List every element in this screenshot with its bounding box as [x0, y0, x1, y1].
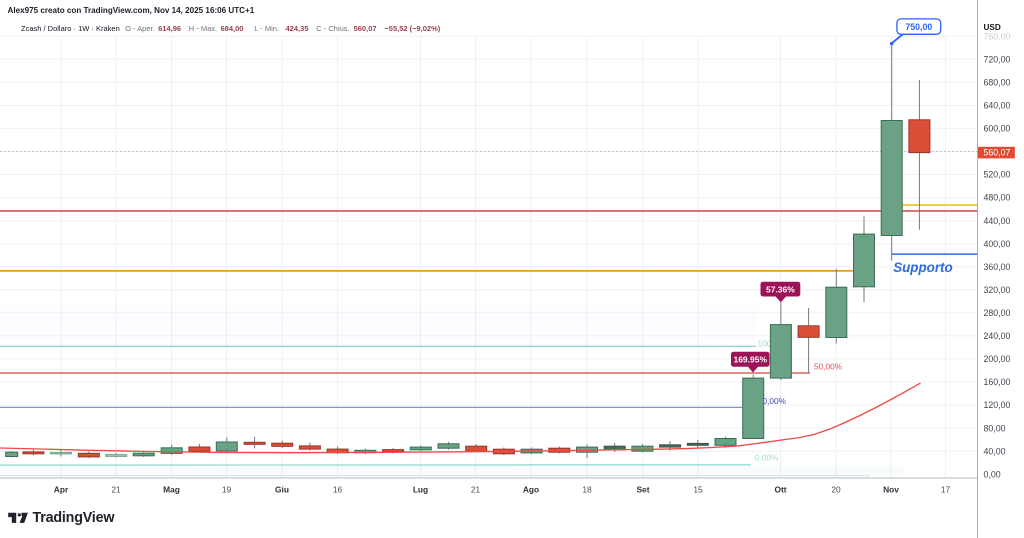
svg-text:15: 15 [693, 484, 703, 494]
svg-text:360,00: 360,00 [984, 262, 1011, 272]
svg-text:50,00%: 50,00% [814, 362, 843, 372]
svg-text:480,00: 480,00 [984, 193, 1011, 203]
svg-text:18: 18 [582, 484, 592, 494]
svg-text:614,96: 614,96 [158, 24, 181, 33]
svg-text:720,00: 720,00 [984, 54, 1011, 64]
svg-text:16: 16 [333, 484, 343, 494]
svg-text:750,00: 750,00 [905, 22, 932, 32]
svg-text:440,00: 440,00 [984, 216, 1011, 226]
svg-text:Nov: Nov [883, 484, 899, 494]
svg-text:520,00: 520,00 [984, 170, 1011, 180]
svg-text:320,00: 320,00 [984, 285, 1011, 295]
svg-text:Zcash / Dollaro · 1W · Kraken: Zcash / Dollaro · 1W · Kraken [21, 24, 120, 33]
svg-text:Mag: Mag [163, 484, 180, 494]
svg-text:Apr: Apr [54, 484, 69, 494]
svg-text:H - Max.: H - Max. [189, 24, 217, 33]
svg-text:424,35: 424,35 [286, 24, 309, 33]
svg-text:O - Aper.: O - Aper. [125, 24, 155, 33]
svg-text:C - Chius.: C - Chius. [316, 24, 349, 33]
svg-text:USD: USD [984, 23, 1001, 32]
svg-text:760,00: 760,00 [984, 31, 1011, 41]
svg-text:169.95%: 169.95% [733, 355, 767, 365]
svg-text:560,07: 560,07 [984, 148, 1011, 158]
svg-text:280,00: 280,00 [984, 308, 1011, 318]
svg-text:684,00: 684,00 [221, 24, 244, 33]
svg-text:17: 17 [941, 484, 951, 494]
svg-text:21: 21 [111, 484, 121, 494]
svg-text:Set: Set [636, 484, 649, 494]
svg-text:Giu: Giu [275, 484, 289, 494]
svg-text:57.36%: 57.36% [766, 284, 795, 294]
svg-text:0,00: 0,00 [984, 469, 1001, 479]
svg-text:Alex975 creato con TradingView: Alex975 creato con TradingView.com, Nov … [8, 6, 255, 15]
svg-text:640,00: 640,00 [984, 101, 1011, 111]
svg-text:Lug: Lug [413, 484, 428, 494]
svg-text:0,00%: 0,00% [763, 396, 787, 406]
svg-text:20: 20 [831, 484, 841, 494]
svg-text:200,00: 200,00 [984, 354, 1011, 364]
svg-text:600,00: 600,00 [984, 124, 1011, 134]
svg-text:21: 21 [471, 484, 481, 494]
svg-text:40,00: 40,00 [984, 446, 1006, 456]
svg-text:Ago: Ago [523, 484, 539, 494]
svg-text:TradingView: TradingView [33, 510, 116, 526]
svg-text:19: 19 [222, 484, 232, 494]
svg-text:120,00: 120,00 [984, 400, 1011, 410]
svg-text:160,00: 160,00 [984, 377, 1011, 387]
svg-text:0.00%: 0.00% [755, 453, 779, 463]
svg-text:560,07: 560,07 [354, 24, 377, 33]
svg-text:240,00: 240,00 [984, 331, 1011, 341]
svg-text:Supporto: Supporto [893, 260, 953, 275]
svg-text:80,00: 80,00 [984, 423, 1006, 433]
svg-text:−55,52 (−9,02%): −55,52 (−9,02%) [384, 24, 440, 33]
svg-text:L - Min.: L - Min. [254, 24, 279, 33]
svg-text:Ott: Ott [774, 484, 786, 494]
svg-text:680,00: 680,00 [984, 77, 1011, 87]
svg-text:400,00: 400,00 [984, 239, 1011, 249]
